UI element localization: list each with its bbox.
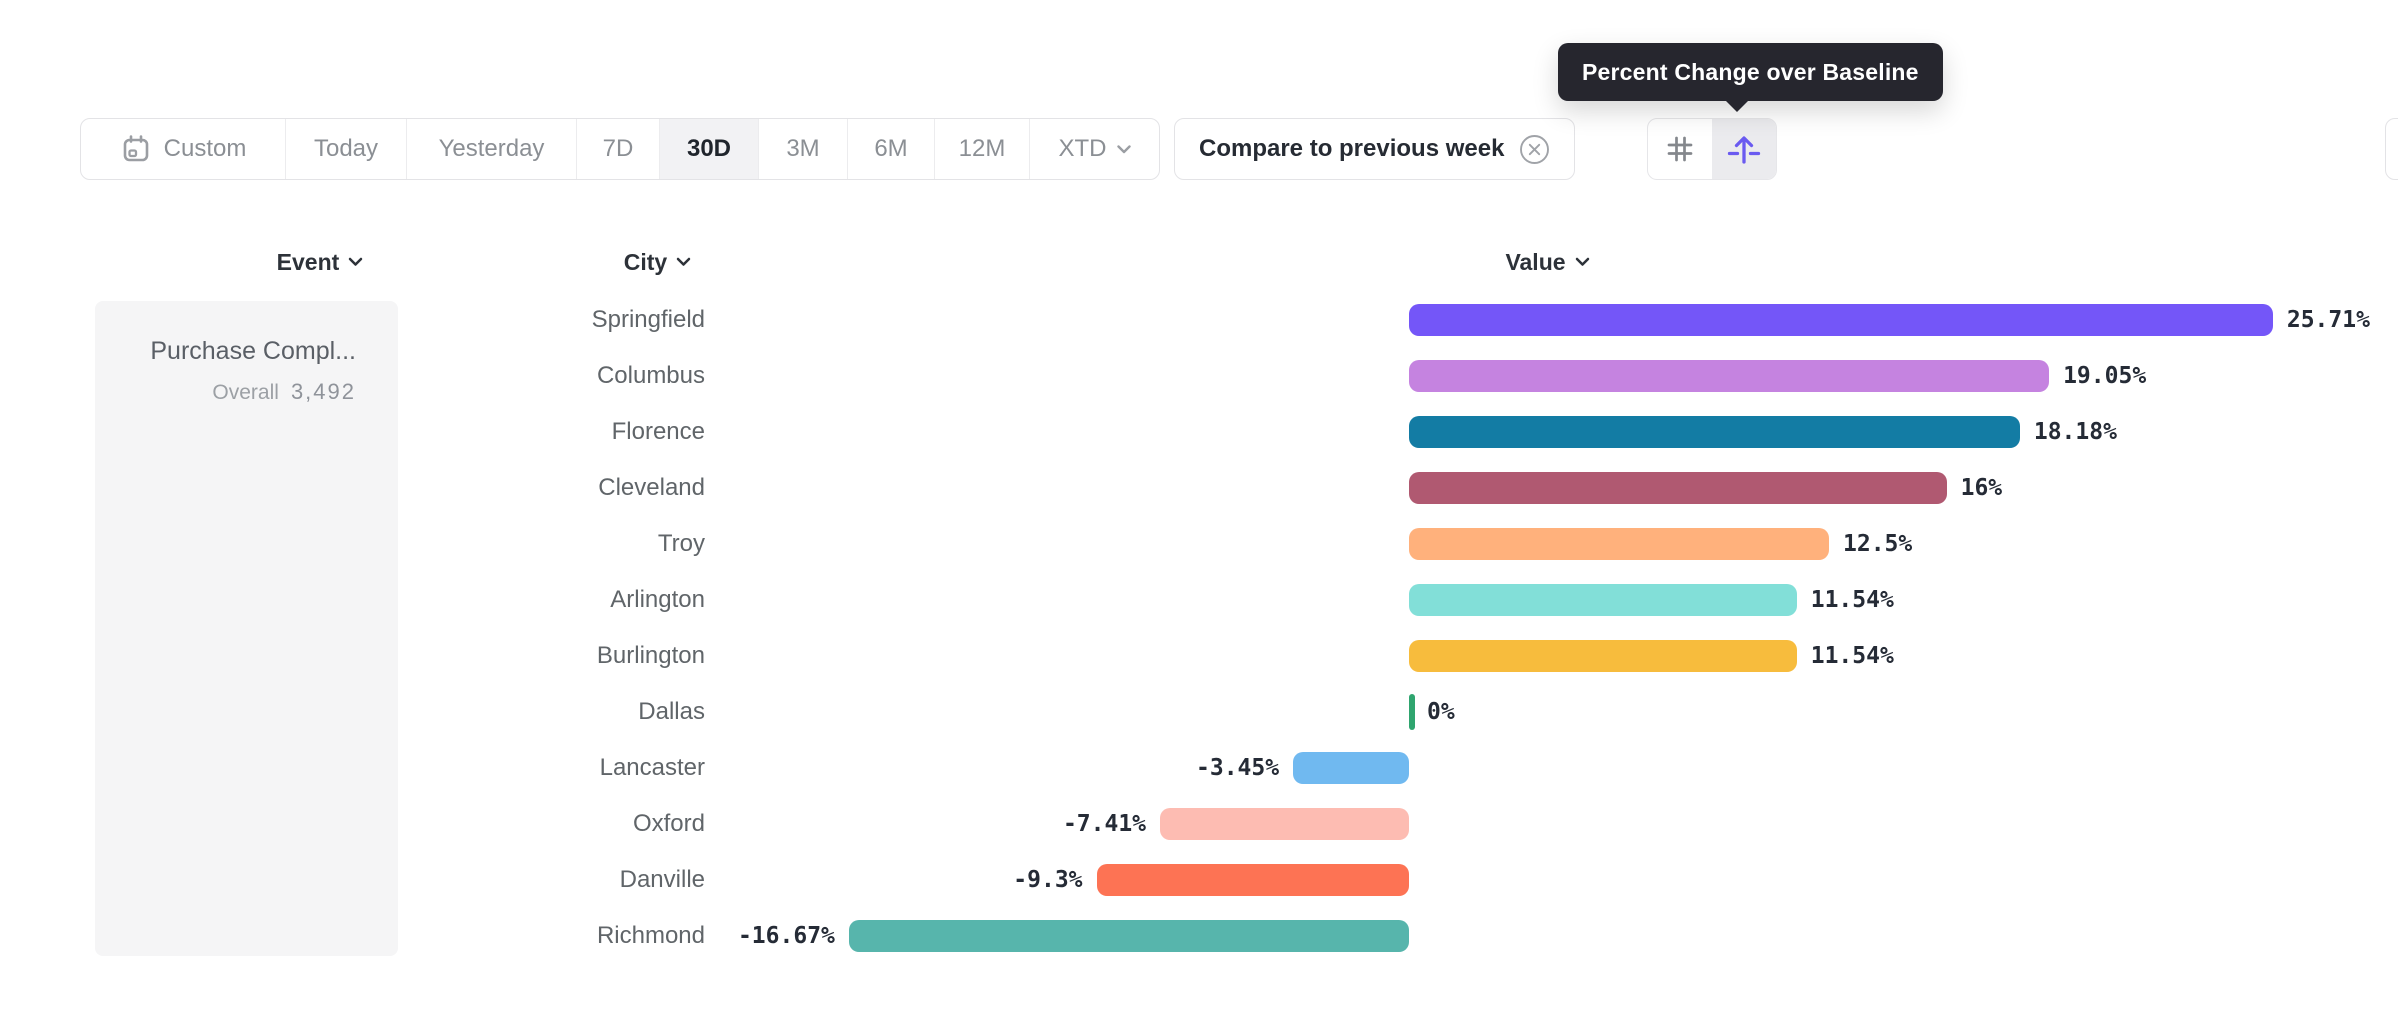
chart-row: Dallas 0% — [0, 684, 2398, 740]
chart-row: Arlington 11.54% — [0, 572, 2398, 628]
bar-value-label: 19.05% — [2063, 363, 2147, 389]
calendar-icon — [123, 135, 148, 162]
chart-row: Columbus 19.05% — [0, 348, 2398, 404]
date-range-label: Yesterday — [438, 135, 545, 162]
column-header-event[interactable]: Event — [230, 246, 410, 278]
date-range-today[interactable]: Today — [285, 119, 406, 179]
value-display-toggle — [1647, 118, 1777, 180]
chevron-down-icon — [1116, 144, 1131, 153]
date-range-7d[interactable]: 7D — [576, 119, 659, 179]
bar-value-label: -9.3% — [1013, 867, 1083, 893]
city-label: Richmond — [596, 922, 705, 949]
chart-row: Springfield 25.71% — [0, 292, 2398, 348]
bar[interactable] — [1096, 864, 1409, 896]
bar[interactable] — [1409, 694, 1415, 730]
baseline-arrow-icon — [1727, 136, 1761, 164]
date-range-12m[interactable]: 12M — [934, 119, 1029, 179]
bar[interactable] — [1409, 640, 1797, 672]
column-header-label: Event — [276, 248, 340, 275]
city-label: Oxford — [632, 810, 705, 837]
event-metric: Overall 3,492 — [115, 379, 356, 405]
chart-row: Florence 18.18% — [0, 404, 2398, 460]
date-range-30d[interactable]: 30D — [659, 119, 758, 179]
bar-value-label: -7.41% — [1062, 811, 1147, 837]
bar-value-label: 16% — [1960, 475, 2003, 501]
bar[interactable] — [1409, 584, 1797, 616]
hash-icon — [1667, 136, 1693, 162]
chart-row: Cleveland 16% — [0, 460, 2398, 516]
city-label: Cleveland — [598, 474, 705, 501]
bar[interactable] — [1409, 416, 2020, 448]
city-label: Springfield — [591, 306, 705, 333]
chevron-down-icon — [1575, 257, 1589, 266]
metric-label: Overall — [212, 381, 279, 404]
date-range-label: Custom — [163, 135, 247, 162]
bar-value-label: -3.45% — [1196, 755, 1280, 781]
date-range-control: Custom Today Yesterday 7D 30D 3M 6M 12M … — [80, 118, 1160, 180]
date-range-label: Today — [313, 135, 379, 162]
event-name: Purchase Compl... — [150, 337, 356, 365]
toggle-percent-change-baseline[interactable] — [1712, 119, 1776, 179]
chevron-down-icon — [349, 257, 363, 266]
city-label: Lancaster — [599, 754, 705, 781]
date-range-label: 7D — [602, 135, 634, 162]
chart-row: Richmond -16.67% — [0, 908, 2398, 964]
date-range-custom[interactable]: Custom — [81, 119, 285, 179]
chart-row: Troy 12.5% — [0, 516, 2398, 572]
toggle-absolute-numbers[interactable] — [1648, 119, 1712, 179]
column-header-label: Value — [1505, 248, 1566, 275]
bar-value-label: 0% — [1427, 699, 1455, 725]
date-range-6m[interactable]: 6M — [847, 119, 934, 179]
chart-row: Burlington 11.54% — [0, 628, 2398, 684]
bar-value-label: 11.54% — [1810, 643, 1894, 669]
bar[interactable] — [1409, 360, 2050, 392]
chart-row: Oxford -7.41% — [0, 796, 2398, 852]
date-range-label: 30D — [686, 135, 732, 162]
compare-chip-label: Compare to previous week — [1199, 135, 1505, 162]
bar[interactable] — [1409, 528, 1829, 560]
date-range-yesterday[interactable]: Yesterday — [406, 119, 576, 179]
bar-value-label: -16.67% — [737, 923, 835, 949]
tooltip-pointer — [1725, 100, 1749, 112]
date-range-label: 12M — [958, 135, 1006, 162]
toolbar-overflow-button[interactable] — [2385, 118, 2398, 180]
bar[interactable] — [1293, 752, 1409, 784]
column-header-label: City — [623, 248, 668, 275]
column-header-city[interactable]: City — [565, 246, 750, 278]
city-label: Danville — [619, 866, 705, 893]
bar[interactable] — [1160, 808, 1409, 840]
date-range-label: XTD — [1058, 135, 1107, 162]
tooltip-percent-change: Percent Change over Baseline — [1558, 43, 1943, 112]
tooltip-label: Percent Change over Baseline — [1582, 58, 1919, 85]
bar-value-label: 25.71% — [2286, 307, 2370, 333]
city-label: Florence — [611, 418, 705, 445]
chart-row: Danville -9.3% — [0, 852, 2398, 908]
close-circle-icon[interactable] — [1519, 134, 1550, 165]
bar-value-label: 18.18% — [2033, 419, 2117, 445]
date-range-3m[interactable]: 3M — [758, 119, 847, 179]
bar[interactable] — [1409, 472, 1947, 504]
metric-value: 3,492 — [290, 379, 356, 404]
column-header-value[interactable]: Value — [1455, 246, 1640, 278]
date-range-label: 3M — [786, 135, 820, 162]
bar-value-label: 11.54% — [1810, 587, 1894, 613]
date-range-xtd[interactable]: XTD — [1029, 119, 1159, 179]
city-label: Arlington — [610, 586, 705, 613]
event-card[interactable]: Purchase Compl... Overall 3,492 — [95, 301, 398, 956]
bar[interactable] — [1409, 304, 2273, 336]
city-label: Dallas — [638, 698, 705, 725]
bar-value-label: 12.5% — [1843, 531, 1913, 557]
chevron-down-icon — [676, 257, 691, 266]
bar[interactable] — [848, 920, 1409, 952]
chart-row: Lancaster -3.45% — [0, 740, 2398, 796]
date-range-label: 6M — [874, 135, 908, 162]
city-label: Burlington — [596, 642, 705, 669]
city-label: Columbus — [596, 362, 705, 389]
city-label: Troy — [657, 530, 705, 557]
compare-chip[interactable]: Compare to previous week — [1174, 118, 1576, 180]
